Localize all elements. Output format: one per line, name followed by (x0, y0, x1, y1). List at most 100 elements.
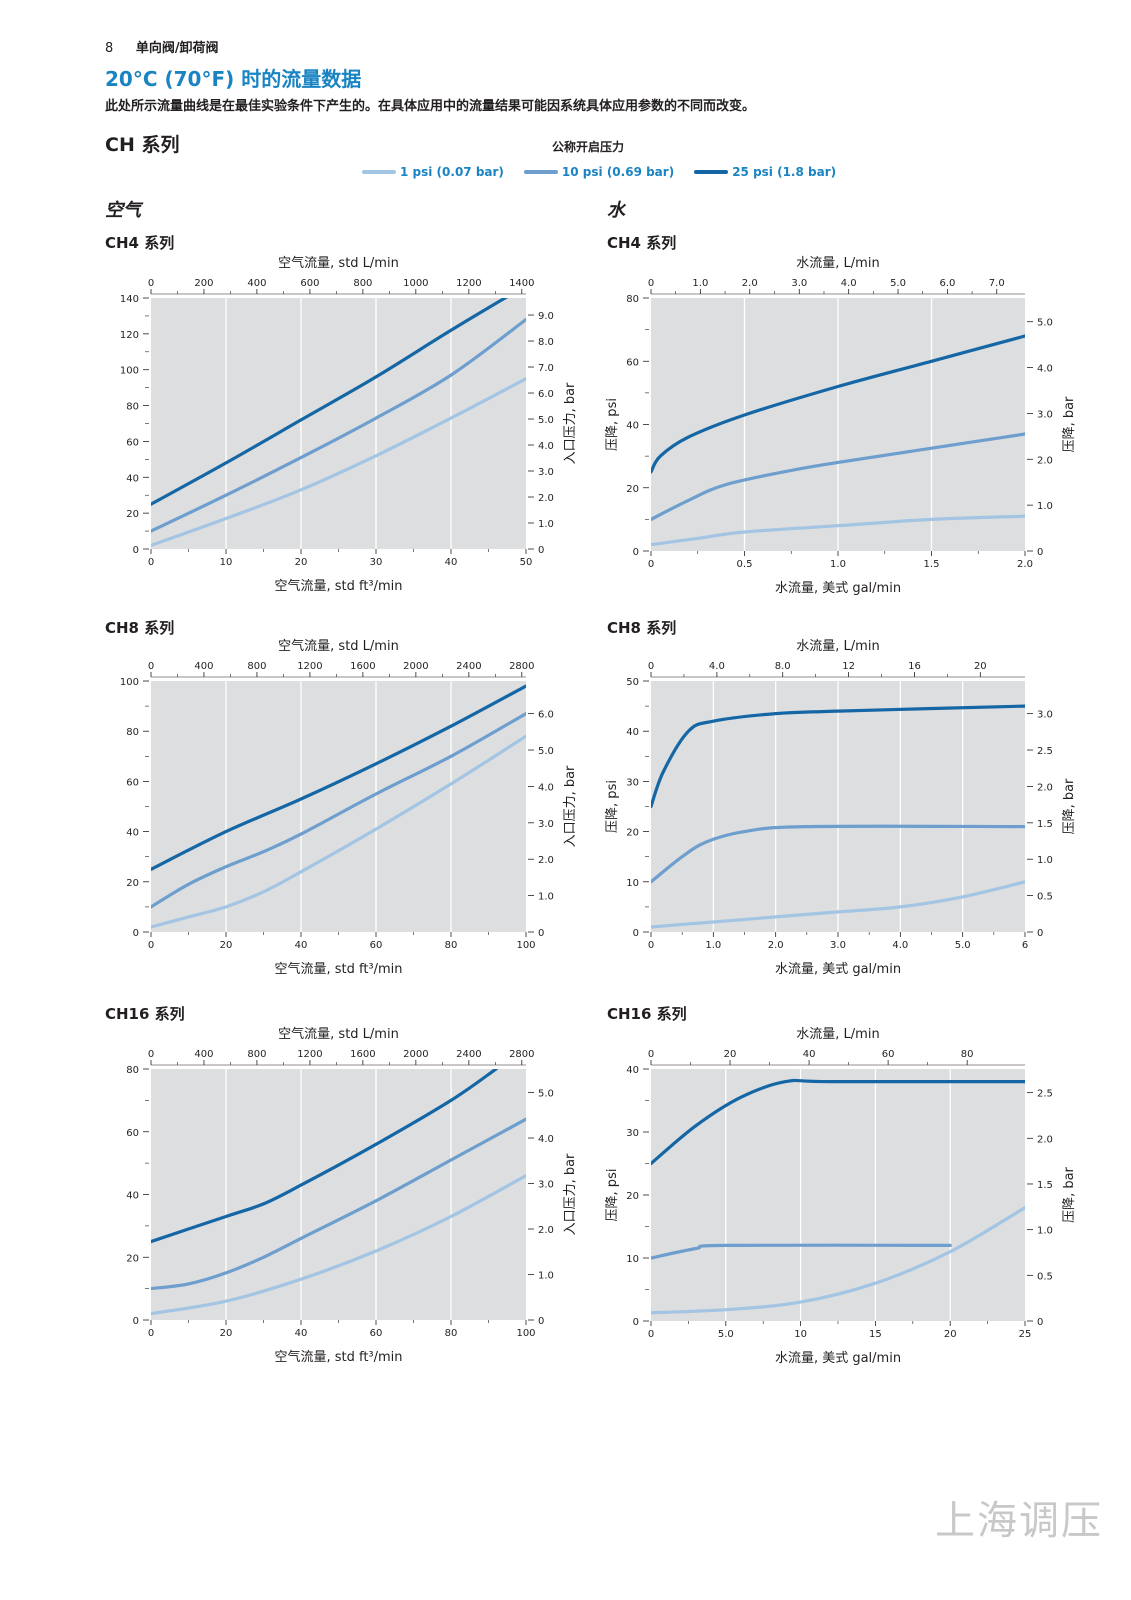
top-tick-label: 12 (842, 661, 855, 672)
x-top-axis-title: 水流量, L/min (796, 1027, 879, 1042)
x-tick-label: 10 (794, 1329, 807, 1340)
x-tick-label: 30 (370, 557, 383, 568)
x-tick-label: 6 (1022, 940, 1028, 951)
top-tick-label: 20 (974, 661, 987, 672)
y-tick-label: 20 (626, 1191, 639, 1202)
right-tick-label: 1.0 (1037, 1226, 1053, 1237)
legend-label-25psi: 25 psi (1.8 bar) (732, 165, 837, 179)
top-tick-label: 1.0 (692, 278, 708, 289)
top-tick-label: 20 (724, 1049, 737, 1060)
top-tick-label: 2800 (509, 661, 534, 672)
y-tick-label: 10 (626, 1254, 639, 1265)
plot-area-air4 (151, 298, 526, 549)
top-tick-label: 4.0 (709, 661, 725, 672)
y-tick-label: 20 (126, 1253, 139, 1264)
right-tick-label: 2.5 (1037, 1089, 1053, 1100)
series-line-25psi-air4 (151, 298, 509, 506)
right-axis-title: 入口压力, bar (563, 382, 578, 464)
chart-title-air-ch16: CH16 系列 (105, 1005, 185, 1023)
series-title: CH 系列 (105, 134, 180, 156)
right-tick-label: 0.5 (1037, 1271, 1053, 1282)
y-tick-label: 20 (626, 828, 639, 839)
top-tick-label: 2800 (509, 1049, 534, 1060)
top-tick-label: 2.0 (742, 278, 758, 289)
y-tick-label: 0 (133, 545, 139, 556)
series-line-25psi-water16 (651, 1078, 1025, 1166)
x-tick-label: 0 (648, 559, 654, 570)
page-header: 8 单向阀/卸荷阀 (105, 37, 219, 56)
page-title: 20°C (70°F) 时的流量数据 (105, 67, 362, 91)
chart-title-water-ch16: CH16 系列 (607, 1005, 687, 1023)
right-tick-label: 3.0 (1037, 409, 1053, 420)
x-tick-label: 1.5 (924, 559, 940, 570)
top-tick-label: 2000 (403, 661, 428, 672)
right-tick-label: 7.0 (538, 363, 554, 374)
legend-swatch-1psi (362, 170, 396, 174)
top-tick-label: 80 (961, 1049, 974, 1060)
legend-title: 公称开启压力 (552, 140, 625, 154)
legend-item-10psi: 10 psi (0.69 bar) (523, 165, 674, 179)
right-tick-label: 3.0 (538, 1180, 554, 1191)
x-axis-title: 水流量, 美式 gal/min (775, 1351, 901, 1366)
legend-item-25psi: 25 psi (1.8 bar) (694, 165, 836, 179)
x-top-axis-title: 空气流量, std L/min (278, 638, 399, 654)
x-tick-label: 40 (295, 940, 308, 951)
x-tick-label: 1.0 (705, 940, 721, 951)
y-tick-label: 40 (626, 421, 639, 432)
right-tick-label: 2.5 (1037, 746, 1053, 757)
y-tick-label: 30 (626, 1128, 639, 1139)
left-axis-title: 压降, psi (605, 398, 620, 451)
right-axis-title: 入口压力, bar (563, 1153, 578, 1235)
y-tick-label: 50 (626, 677, 639, 688)
series-line-1psi-air4 (151, 377, 526, 547)
series-line-10psi-air16 (151, 1117, 526, 1291)
top-tick-label: 4.0 (841, 278, 857, 289)
x-tick-label: 60 (370, 1328, 383, 1339)
x-tick-label: 40 (295, 1328, 308, 1339)
y-tick-label: 20 (126, 878, 139, 889)
x-tick-label: 15 (869, 1329, 882, 1340)
right-tick-label: 0 (538, 1316, 544, 1327)
right-tick-label: 5.0 (1037, 318, 1053, 329)
y-tick-label: 60 (126, 1128, 139, 1139)
top-tick-label: 200 (194, 278, 213, 289)
top-tick-label: 3.0 (791, 278, 807, 289)
right-tick-label: 2.0 (538, 493, 554, 504)
chart-water16: 0 5.0 10 15 20 25 0 10 20 30 40 0 20 40 60 80 0 0.5 1.0 1.5… (605, 1027, 1077, 1366)
top-tick-label: 600 (300, 278, 319, 289)
top-tick-label: 0 (648, 1049, 654, 1060)
top-tick-label: 2000 (403, 1049, 428, 1060)
x-top-axis-title: 水流量, L/min (796, 256, 879, 271)
x-axis-title: 空气流量, std ft³/min (274, 578, 402, 594)
x-tick-label: 100 (516, 940, 535, 951)
series-line-1psi-water4 (651, 514, 1025, 547)
y-tick-label: 40 (126, 828, 139, 839)
series-line-10psi-water8 (651, 824, 1025, 884)
x-axis-title: 空气流量, std ft³/min (274, 961, 402, 977)
right-tick-label: 2.0 (538, 855, 554, 866)
series-line-25psi-water4 (651, 334, 1025, 474)
top-tick-label: 0 (148, 278, 154, 289)
top-tick-label: 800 (247, 661, 266, 672)
x-tick-label: 20 (944, 1329, 957, 1340)
y-tick-label: 40 (126, 473, 139, 484)
x-tick-label: 3.0 (830, 940, 846, 951)
top-tick-label: 1600 (350, 1049, 375, 1060)
x-tick-label: 5.0 (955, 940, 971, 951)
water-column-heading: 水 (607, 200, 625, 221)
y-tick-label: 100 (120, 366, 139, 377)
page-number: 8 (105, 41, 114, 56)
series-line-1psi-water8 (651, 880, 1025, 929)
right-axis-title: 压降, bar (1062, 396, 1077, 452)
y-tick-label: 60 (626, 357, 639, 368)
x-axis-title: 水流量, 美式 gal/min (775, 962, 901, 977)
y-tick-label: 40 (626, 727, 639, 738)
air-column-heading: 空气 (105, 200, 141, 221)
right-tick-label: 1.5 (1037, 819, 1053, 830)
section-name: 单向阀/卸荷阀 (135, 41, 219, 56)
top-tick-label: 1600 (350, 661, 375, 672)
y-tick-label: 80 (126, 402, 139, 413)
x-tick-label: 4.0 (892, 940, 908, 951)
